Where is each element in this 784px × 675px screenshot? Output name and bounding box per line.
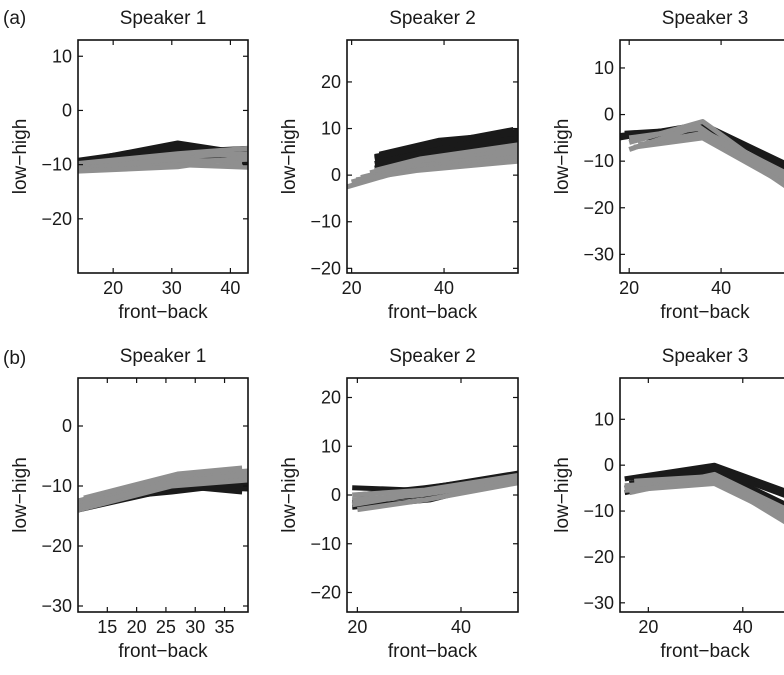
axes-frame (619, 377, 784, 613)
x-tick-label: 20 (103, 278, 123, 298)
x-axis-label: front−back (118, 302, 208, 323)
y-tick-label: 0 (604, 455, 614, 475)
axes-frame (619, 39, 784, 274)
panel-title: Speaker 2 (389, 346, 476, 367)
y-tick-label: −10 (310, 212, 341, 232)
series-gray-line-3 (624, 481, 784, 521)
y-axis-label: low−high (279, 457, 300, 533)
x-tick-label: 25 (156, 617, 176, 637)
x-tick-label: 15 (97, 617, 117, 637)
x-tick-label: 20 (127, 617, 147, 637)
y-tick-label: −20 (41, 209, 72, 229)
y-tick-label: 10 (594, 409, 614, 429)
x-axis-label: front−back (118, 641, 208, 662)
x-axis-label: front−back (660, 302, 750, 323)
y-tick-label: 20 (321, 388, 341, 408)
panel-3: 20 40 −30 −20 −10 0 10 Speaker 3 front−back low−h… (552, 8, 784, 323)
panel-1-data (78, 140, 248, 174)
series-gray-line-4 (78, 145, 248, 166)
panel-title: Speaker 2 (389, 8, 476, 29)
panel-6: 20 40 −30 −20 −10 0 10 Speaker 3 front−back low−h… (552, 346, 784, 662)
y-tick-label: 0 (604, 105, 614, 125)
y-tick-label: 10 (594, 58, 614, 78)
series-gray-line-5 (628, 123, 784, 189)
series-dark-line-1 (624, 462, 784, 494)
panel-title: Speaker 1 (120, 8, 207, 29)
x-tick-label: 20 (342, 278, 362, 298)
x-tick-label: 20 (638, 617, 658, 637)
row-label-b: (b) (3, 348, 26, 369)
row-label-a: (a) (3, 8, 26, 29)
y-tick-label: −30 (583, 593, 614, 613)
y-tick-label: −20 (583, 198, 614, 218)
series-gray-line-5 (355, 158, 518, 183)
y-axis-label: low−high (552, 119, 573, 195)
y-axis-label: low−high (552, 457, 573, 533)
y-tick-label: −10 (583, 501, 614, 521)
y-tick-label: 10 (52, 46, 72, 66)
panel-2: 20 40 −20 −10 0 10 20 Speaker 2 front−back low−hi… (279, 8, 519, 323)
panel-title: Speaker 3 (662, 346, 749, 367)
x-tick-label: 40 (733, 617, 753, 637)
y-tick-label: −30 (583, 244, 614, 264)
series-gray-line-6 (374, 142, 518, 173)
axes-frame (346, 39, 519, 274)
y-tick-label: −20 (310, 258, 341, 278)
y-tick-label: −10 (41, 155, 72, 175)
panel-title: Speaker 1 (120, 346, 207, 367)
x-tick-label: 35 (215, 617, 235, 637)
series-gray-line-4 (634, 474, 784, 516)
y-tick-label: −10 (41, 476, 72, 496)
y-tick-label: −10 (310, 534, 341, 554)
y-axis-label: low−high (279, 119, 300, 195)
series-gray-line-6 (78, 154, 248, 174)
y-tick-label: 0 (331, 485, 341, 505)
y-tick-label: −20 (41, 536, 72, 556)
y-tick-label: −20 (583, 547, 614, 567)
x-axis-label: front−back (388, 302, 478, 323)
x-tick-label: 30 (185, 617, 205, 637)
x-tick-label: 40 (451, 617, 471, 637)
series-gray-line-4 (352, 473, 518, 498)
x-tick-label: 20 (619, 278, 639, 298)
y-tick-label: 0 (62, 100, 72, 120)
series-gray-line-2 (352, 477, 518, 503)
y-tick-label: −20 (310, 583, 341, 603)
panel-4-data (78, 465, 248, 513)
y-tick-label: −10 (583, 151, 614, 171)
series-gray-line-3 (78, 477, 248, 513)
series-gray-line-5 (78, 471, 248, 510)
axes-frame (77, 377, 249, 613)
y-axis-label: low−high (10, 119, 31, 195)
y-axis-label: low−high (10, 457, 31, 533)
x-tick-label: 40 (711, 278, 731, 298)
y-tick-label: −30 (41, 596, 72, 616)
series-gray-line-3 (357, 480, 518, 513)
panel-1: 20 30 40 −20 −10 0 10 Speaker 1 front−back low−hi… (10, 8, 249, 323)
panel-title: Speaker 3 (662, 8, 749, 29)
y-tick-label: 0 (62, 416, 72, 436)
series-gray-line-4 (83, 465, 243, 501)
series-dark-line-8 (374, 127, 514, 160)
panel-4: 15 20 25 30 35 −30 −20 −10 0 Speaker 1 front−back l… (10, 346, 249, 662)
y-tick-label: 20 (321, 72, 341, 92)
panel-5: 20 40 −20 −10 0 10 20 Speaker 2 front−back low−hi… (279, 346, 519, 662)
x-tick-label: 40 (220, 278, 240, 298)
panels: 20 30 40 −20 −10 0 10 Speaker 1 front−back low−hi… (10, 8, 784, 662)
panel-3-data (620, 119, 784, 189)
panel-2-data (347, 127, 518, 190)
x-tick-label: 40 (434, 278, 454, 298)
x-tick-label: 20 (347, 617, 367, 637)
x-axis-label: front−back (660, 641, 750, 662)
y-tick-label: 10 (321, 436, 341, 456)
panel-6-data (624, 462, 784, 525)
y-tick-label: 0 (331, 165, 341, 185)
x-tick-label: 30 (162, 278, 182, 298)
axes-frame (77, 39, 249, 274)
panel-5-data (351, 470, 518, 513)
x-axis-label: front−back (388, 641, 478, 662)
y-tick-label: 10 (321, 119, 341, 139)
